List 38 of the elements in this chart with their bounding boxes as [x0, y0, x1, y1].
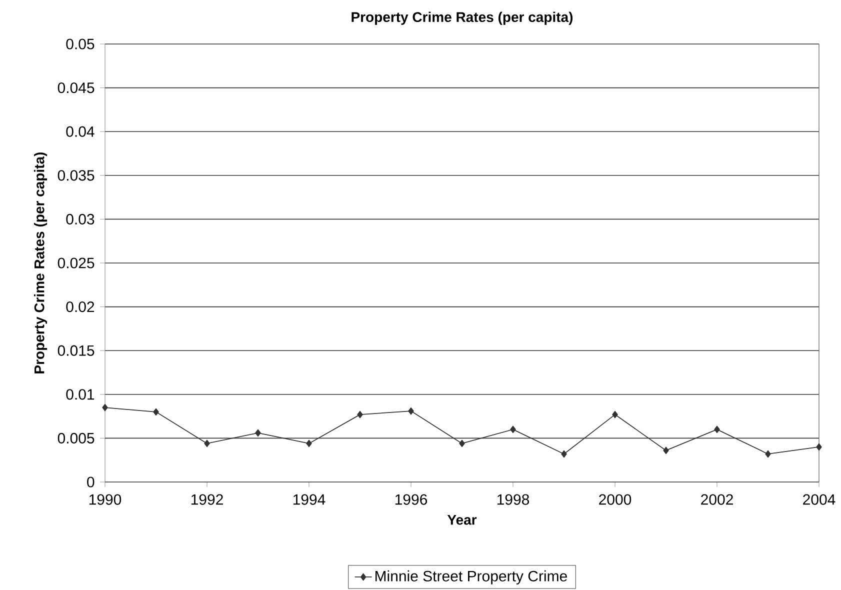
y-tick-label: 0.05 [66, 38, 94, 50]
legend-label: Minnie Street Property Crime [375, 570, 567, 584]
point [408, 407, 414, 415]
x-axis-title: Year [447, 515, 477, 525]
y-axis-title: Property Crime Rates (per capita) [34, 152, 48, 374]
point [714, 426, 720, 434]
x-tick-label: 1996 [395, 494, 428, 505]
point [816, 443, 822, 451]
point [204, 440, 210, 448]
x-tick-label: 1998 [497, 494, 530, 505]
x-tick-label: 2000 [599, 494, 632, 505]
point [153, 408, 159, 416]
y-tick-label: 0.04 [66, 126, 94, 137]
point [102, 404, 108, 412]
point [306, 440, 312, 448]
y-tick-label: 0.03 [66, 214, 94, 225]
point [459, 440, 465, 448]
point [357, 410, 363, 418]
x-tick-label: 1994 [293, 494, 326, 505]
point [663, 446, 669, 454]
y-tick-label: 0.035 [58, 170, 94, 181]
y-tick-label: 0 [87, 476, 94, 488]
point [561, 450, 567, 458]
x-tick-label: 2002 [701, 494, 733, 505]
point [255, 429, 261, 437]
x-tick-label: 1990 [89, 494, 122, 505]
x-tick-label: 1992 [191, 494, 223, 505]
y-tick-label: 0.025 [58, 258, 94, 268]
x-tick-label: 2004 [803, 494, 836, 505]
y-tick-label: 0.02 [66, 301, 94, 312]
y-tick-label: 0.015 [58, 345, 94, 356]
point [765, 450, 771, 458]
y-tick-label: 0.01 [66, 389, 94, 400]
point [612, 410, 618, 418]
chart-title: Property Crime Rates (per capita) [352, 12, 573, 25]
y-tick-label: 0.045 [58, 82, 94, 94]
y-tick-label: 0.005 [58, 432, 94, 444]
point [510, 426, 516, 434]
